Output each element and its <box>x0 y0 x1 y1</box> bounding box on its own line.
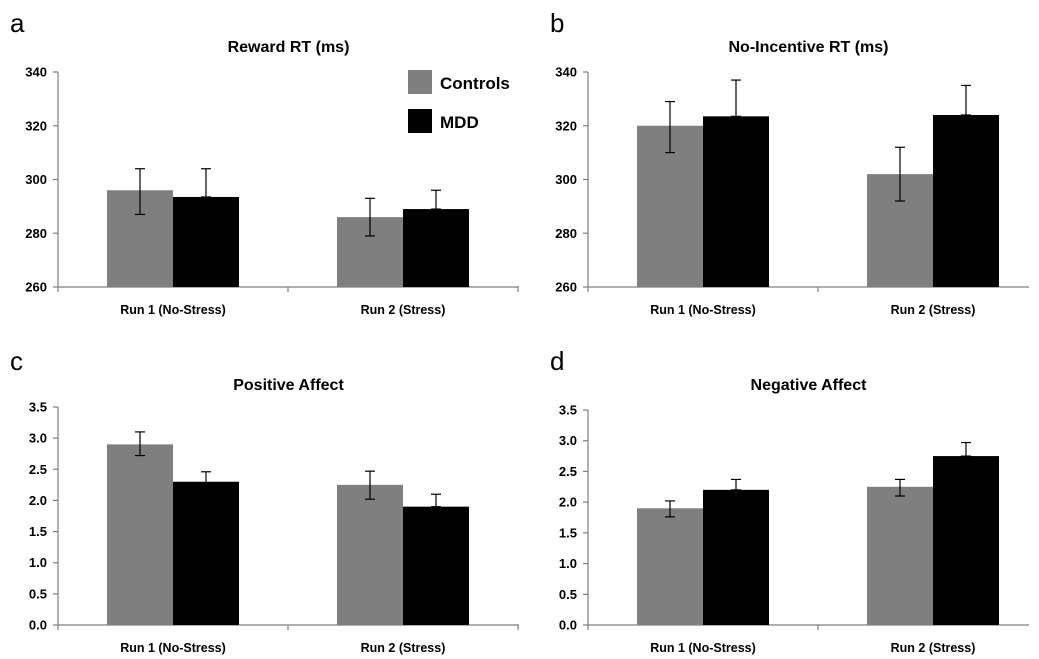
bar-controls <box>337 484 403 625</box>
y-tick-label: 1.0 <box>29 555 47 570</box>
x-category-label: Run 2 (Stress) <box>361 641 446 655</box>
bar-mdd <box>173 481 239 625</box>
y-tick-label: 2.0 <box>29 493 47 508</box>
chart-title: Reward RT (ms) <box>228 39 350 56</box>
y-tick-label: 2.0 <box>559 495 577 510</box>
y-tick-label: 3.0 <box>559 433 577 448</box>
bar-mdd <box>933 115 999 287</box>
chart-title: Positive Affect <box>233 377 344 394</box>
bar-mdd <box>173 196 239 287</box>
y-tick-label: 340 <box>555 65 577 80</box>
y-tick-label: 260 <box>25 280 47 295</box>
bar-mdd <box>703 116 769 287</box>
legend-swatch-controls <box>408 70 432 94</box>
y-tick-label: 3.5 <box>29 400 47 415</box>
x-category-label: Run 2 (Stress) <box>891 641 976 655</box>
legend-label-mdd: MDD <box>440 113 479 132</box>
x-category-label: Run 1 (No-Stress) <box>120 641 226 655</box>
chart-panel-b: b No-Incentive RT (ms) 260 280 300 320 340 Run … <box>550 8 1029 317</box>
x-category-label: Run 1 (No-Stress) <box>650 641 756 655</box>
legend-swatch-mdd <box>408 109 432 133</box>
legend: Controls MDD <box>408 70 510 133</box>
bar-controls <box>867 486 933 625</box>
panel-letter: d <box>550 346 564 376</box>
bar-mdd <box>933 456 999 625</box>
bar-mdd <box>403 209 469 287</box>
y-tick-label: 3.5 <box>559 403 577 418</box>
y-tick-label: 1.5 <box>29 524 47 539</box>
legend-label-controls: Controls <box>440 74 510 93</box>
y-tick-label: 280 <box>25 226 47 241</box>
y-tick-label: 320 <box>555 118 577 133</box>
panel-letter: b <box>550 8 564 38</box>
x-category-label: Run 2 (Stress) <box>891 303 976 317</box>
chart-panel-d: d Negative Affect 0.0 0.5 1.0 1.5 2.0 2.5 3.0 3.5… <box>550 346 1029 655</box>
bar-controls <box>637 508 703 625</box>
y-tick-label: 2.5 <box>559 464 577 479</box>
y-tick-label: 260 <box>555 280 577 295</box>
y-tick-label: 320 <box>25 118 47 133</box>
panel-letter: a <box>10 8 25 38</box>
y-tick-label: 2.5 <box>29 462 47 477</box>
y-tick-label: 0.0 <box>559 618 577 633</box>
x-category-label: Run 1 (No-Stress) <box>120 303 226 317</box>
y-tick-label: 340 <box>25 65 47 80</box>
y-tick-label: 0.5 <box>559 587 577 602</box>
y-tick-label: 280 <box>555 226 577 241</box>
y-tick-label: 300 <box>25 172 47 187</box>
y-tick-label: 1.5 <box>559 525 577 540</box>
y-tick-label: 3.0 <box>29 431 47 446</box>
bar-mdd <box>703 489 769 625</box>
y-tick-label: 0.0 <box>29 618 47 633</box>
y-tick-label: 1.0 <box>559 556 577 571</box>
bar-controls <box>107 444 173 625</box>
chart-panel-c: c Positive Affect 0.0 0.5 1.0 1.5 2.0 2.5 3.0 3.5… <box>10 346 519 655</box>
bar-mdd <box>403 506 469 625</box>
y-tick-label: 300 <box>555 172 577 187</box>
chart-title: Negative Affect <box>751 377 868 394</box>
chart-title: No-Incentive RT (ms) <box>728 39 888 56</box>
x-category-label: Run 1 (No-Stress) <box>650 303 756 317</box>
y-tick-label: 0.5 <box>29 586 47 601</box>
panel-letter: c <box>10 346 23 376</box>
chart-panel-a: a Reward RT (ms) 260 280 300 320 340 Run 1 (No-… <box>10 8 519 317</box>
x-category-label: Run 2 (Stress) <box>361 303 446 317</box>
